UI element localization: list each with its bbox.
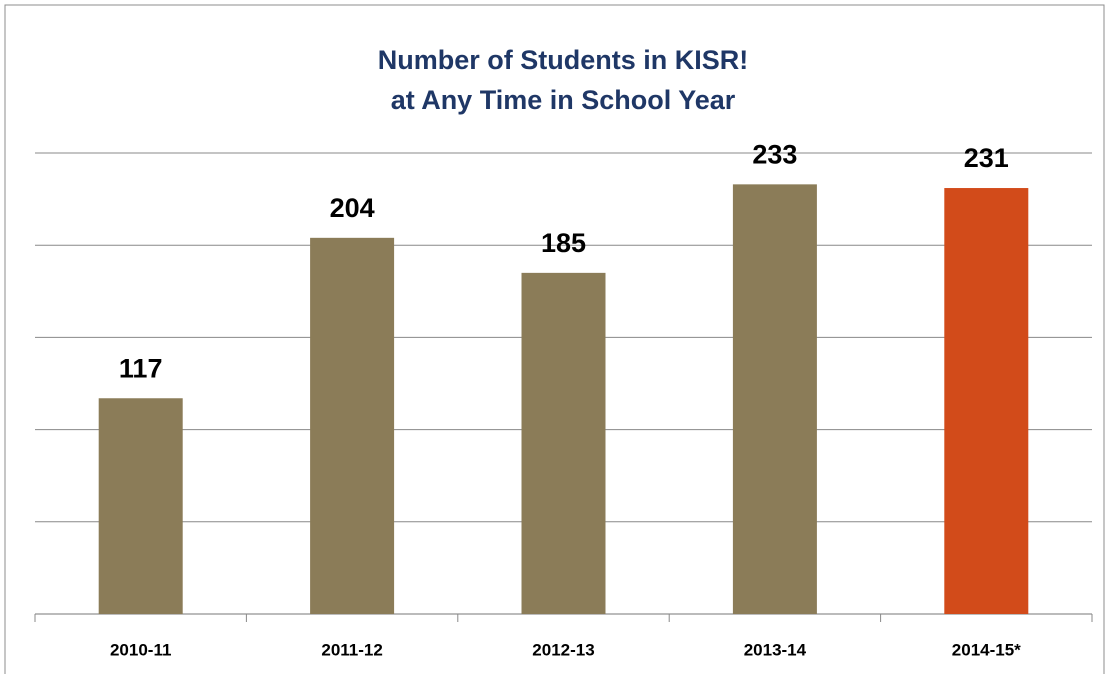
- x-tick-label: 2014-15*: [952, 640, 1021, 659]
- x-tick-label: 2011-12: [321, 640, 382, 659]
- data-label: 185: [541, 228, 586, 258]
- chart-frame: [4, 4, 1105, 674]
- bar: [521, 272, 606, 614]
- x-tick-label: 2010-11: [110, 640, 171, 659]
- bar: [732, 184, 817, 614]
- x-tick-label: 2013-14: [744, 640, 807, 659]
- data-label: 117: [119, 353, 163, 383]
- bar: [310, 237, 395, 614]
- data-label: 204: [330, 193, 375, 223]
- data-label: 231: [964, 143, 1009, 173]
- data-label: 233: [752, 139, 797, 169]
- bar: [944, 188, 1029, 614]
- chart-title: at Any Time in School Year: [391, 85, 736, 115]
- x-tick-label: 2012-13: [532, 640, 594, 659]
- bar: [98, 398, 183, 614]
- chart-title: Number of Students in KISR!: [378, 45, 749, 75]
